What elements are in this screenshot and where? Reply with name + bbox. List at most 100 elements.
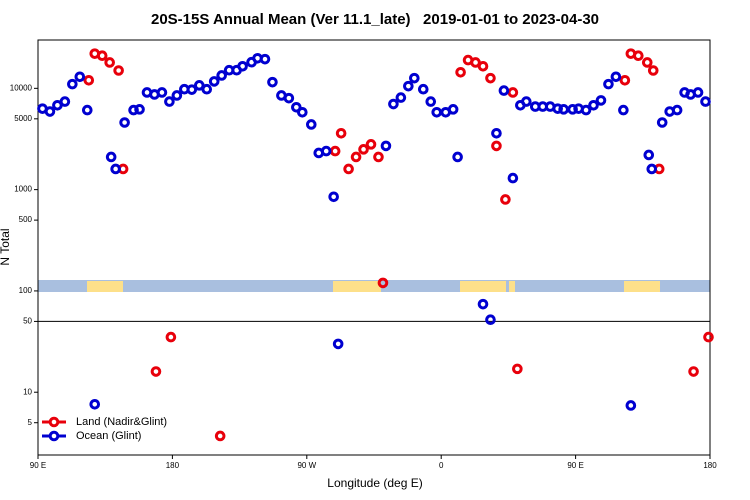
point [431, 106, 443, 118]
point [134, 104, 145, 115]
point [335, 127, 347, 139]
point [618, 104, 629, 116]
point [388, 98, 399, 110]
point [305, 119, 317, 130]
point [477, 61, 489, 72]
point [558, 104, 569, 115]
point [641, 57, 653, 68]
land-band [509, 281, 515, 292]
y-tick-label: 100 [19, 286, 33, 295]
point [358, 144, 369, 155]
point [373, 151, 384, 163]
point [59, 96, 71, 107]
point [588, 99, 599, 111]
land-band [624, 281, 660, 292]
point [365, 139, 377, 150]
point [283, 92, 295, 104]
land-band [460, 281, 506, 292]
point [477, 298, 489, 310]
point [83, 75, 95, 86]
x-tick-label: 90 W [297, 461, 316, 470]
point [150, 366, 162, 377]
point [380, 140, 392, 152]
point [643, 149, 655, 161]
point [350, 151, 362, 163]
point [552, 103, 563, 114]
point [81, 104, 93, 116]
point [119, 117, 130, 128]
point [580, 104, 592, 116]
point [700, 96, 711, 107]
y-tick-label: 500 [19, 215, 33, 224]
point [409, 72, 420, 84]
point [491, 140, 502, 152]
point [171, 90, 183, 101]
point [193, 80, 205, 91]
point [417, 83, 429, 95]
land-band [87, 281, 123, 292]
point [671, 104, 683, 116]
point [595, 95, 607, 106]
point [208, 76, 220, 87]
point [237, 61, 248, 72]
point [165, 331, 177, 343]
land-band [333, 281, 381, 292]
point [186, 84, 198, 95]
point [267, 76, 278, 88]
x-axis-label: Longitude (deg E) [327, 476, 422, 490]
flag-band [38, 280, 710, 292]
point [646, 163, 658, 175]
point [485, 314, 496, 325]
point [201, 83, 213, 95]
point [610, 71, 622, 83]
point [498, 85, 510, 96]
point [447, 104, 459, 115]
point [567, 104, 578, 115]
y-tick-label: 50 [23, 317, 32, 326]
plot-frame [37, 39, 711, 456]
x-tick-label: 90 E [30, 461, 46, 470]
point [377, 277, 389, 289]
point [395, 92, 407, 103]
point [343, 163, 354, 175]
point [507, 87, 519, 98]
point [128, 104, 139, 116]
y-axis-label: N Total [0, 228, 12, 265]
point [500, 194, 511, 205]
point [403, 80, 414, 92]
point [647, 65, 659, 76]
point [332, 338, 344, 350]
point [452, 151, 463, 163]
legend-label: Ocean (Glint) [76, 430, 141, 442]
point [470, 57, 481, 68]
point [603, 78, 614, 90]
point [521, 96, 532, 107]
point [485, 72, 496, 84]
legend-marker [48, 430, 60, 442]
y-tick-label: 5000 [14, 114, 32, 123]
point [104, 57, 115, 68]
point [259, 53, 271, 65]
point [89, 398, 101, 410]
point [491, 127, 502, 139]
point [507, 172, 519, 184]
point [633, 50, 644, 61]
point [110, 163, 121, 175]
point [156, 87, 168, 98]
chart-title: 20S-15S Annual Mean (Ver 11.1_late) 2019… [151, 11, 599, 28]
point [96, 50, 108, 61]
x-tick-label: 0 [439, 461, 444, 470]
point [214, 430, 226, 442]
point [512, 363, 523, 375]
point [455, 66, 466, 78]
point [291, 101, 302, 113]
y-tick-label: 5 [28, 418, 33, 427]
point [164, 96, 175, 107]
point [619, 75, 631, 86]
point [692, 87, 704, 98]
x-tick-label: 90 E [567, 461, 583, 470]
x-tick-label: 180 [703, 461, 717, 470]
point [656, 117, 668, 128]
y-tick-label: 10 [23, 387, 32, 396]
